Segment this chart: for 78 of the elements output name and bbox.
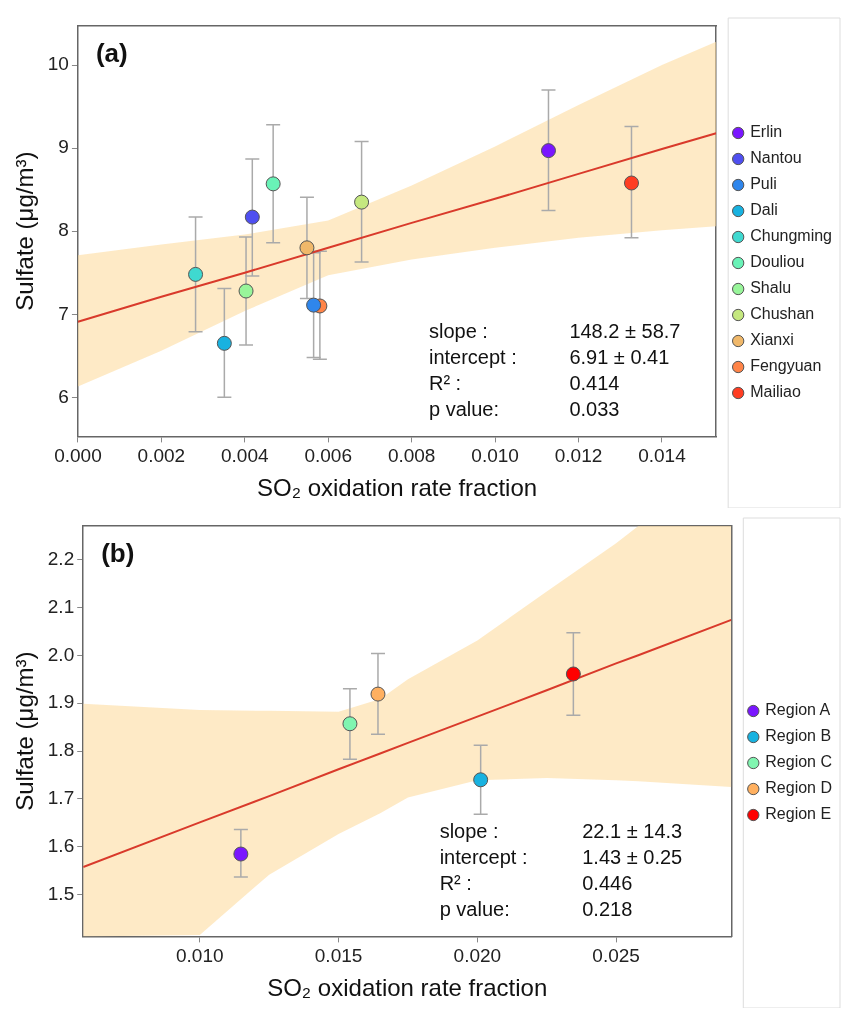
annotation: p value: — [428, 397, 500, 420]
point — [244, 209, 260, 225]
legend-label: Douliou — [750, 253, 805, 271]
legend-label: Region B — [765, 727, 832, 745]
legend-label: Dali — [750, 201, 778, 219]
point — [216, 335, 232, 351]
legend-label: Chungming — [750, 227, 832, 245]
annotation: 0.033 — [569, 397, 620, 420]
text: (b) — [101, 538, 135, 569]
x-tick-label: 0.004 — [221, 445, 269, 467]
x-axis-title: SO₂ oxidation rate fraction — [267, 974, 548, 1002]
y-axis-title: Sulfate (μg/m³) — [11, 651, 39, 811]
legend-label: Region E — [765, 805, 832, 823]
x-tick-label: 0.006 — [304, 445, 352, 467]
annotation: 0.218 — [582, 897, 633, 920]
y-tick-label: 2.2 — [47, 547, 75, 569]
annotation: intercept : — [439, 845, 528, 868]
legend-label: Puli — [750, 175, 777, 193]
annotation: R² : — [428, 371, 462, 394]
x-tick-label: 0.002 — [137, 445, 186, 467]
x-tick-label: 0.014 — [638, 445, 687, 467]
annotation: slope : — [428, 319, 488, 342]
annotation: 0.446 — [582, 871, 633, 894]
legend-label: Fengyuan — [750, 357, 822, 375]
y-tick-label: 1.9 — [47, 691, 75, 713]
point — [473, 772, 489, 788]
x-tick-label: 0.015 — [314, 945, 363, 967]
y-tick-label: 10 — [47, 53, 69, 75]
point — [265, 176, 281, 192]
x-axis-title: SO₂ oxidation rate fraction — [256, 474, 538, 502]
point — [354, 194, 370, 210]
y-tick-label: 1.5 — [47, 882, 75, 904]
point — [233, 846, 249, 862]
x-tick-label: 0.010 — [471, 445, 519, 467]
legend-label: Shalu — [750, 279, 792, 297]
x-tick-label: 0.010 — [176, 945, 224, 967]
legend-label: Region A — [765, 701, 831, 719]
y-tick-label: 2.0 — [47, 643, 75, 665]
y-tick-label: 6 — [58, 385, 69, 407]
annotation: 0.414 — [569, 371, 620, 394]
legend-label: Chushan — [750, 305, 815, 323]
annotation: 22.1 ± 14.3 — [582, 819, 683, 842]
y-tick-label: 1.6 — [47, 835, 75, 857]
point — [565, 666, 581, 682]
legend-label: Nantou — [750, 149, 802, 167]
annotation: p value: — [439, 897, 510, 920]
point — [306, 297, 322, 313]
y-tick-label: 9 — [58, 136, 69, 158]
point — [342, 716, 358, 732]
annotation: slope : — [439, 819, 499, 842]
y-axis-title: Sulfate (μg/m³) — [11, 151, 39, 311]
point — [188, 266, 204, 282]
x-tick-label: 0.012 — [554, 445, 603, 467]
annotation: 6.91 ± 0.41 — [569, 345, 670, 368]
point — [623, 175, 639, 191]
legend-label: Erlin — [750, 123, 783, 141]
y-tick-label: 2.1 — [47, 595, 75, 617]
legend-label: Region C — [765, 753, 832, 771]
y-tick-label: 8 — [58, 219, 69, 241]
annotation: 1.43 ± 0.25 — [582, 845, 683, 868]
point — [238, 283, 254, 299]
x-tick-label: 0.020 — [453, 945, 502, 967]
legend-label: Region D — [765, 779, 832, 797]
y-tick-label: 7 — [58, 302, 69, 324]
y-tick-label: 1.7 — [47, 787, 75, 809]
point — [540, 143, 556, 159]
x-tick-label: 0.025 — [592, 945, 640, 967]
annotation: R² : — [439, 871, 472, 894]
point — [299, 240, 315, 256]
legend-label: Mailiao — [750, 383, 801, 401]
legend-label: Xianxi — [750, 331, 794, 349]
point — [370, 686, 386, 702]
y-tick-label: 1.8 — [47, 739, 75, 761]
text: (a) — [95, 38, 128, 69]
x-tick-label: 0.008 — [387, 445, 436, 467]
annotation: intercept : — [428, 345, 517, 368]
annotation: 148.2 ± 58.7 — [569, 319, 681, 342]
x-tick-label: 0.000 — [54, 445, 102, 467]
